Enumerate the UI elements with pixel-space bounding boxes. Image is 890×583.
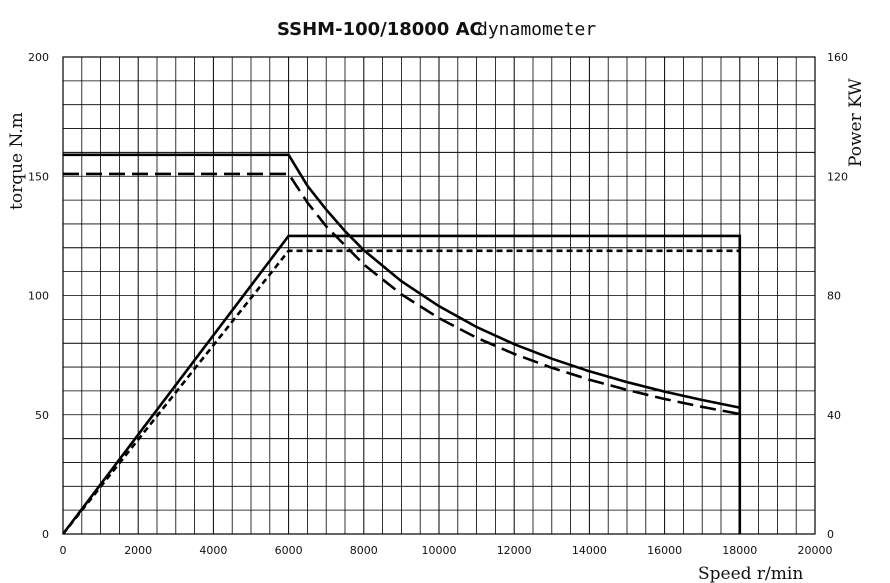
series-line-4: [61, 249, 740, 535]
x-tick-label: 10000: [422, 544, 457, 557]
x-tick-label: 20000: [798, 544, 833, 557]
x-tick-label: 6000: [275, 544, 303, 557]
y-left-tick-label: 0: [42, 528, 49, 541]
x-tick-label: 14000: [572, 544, 607, 557]
y-left-axis-ticks: 0 50 100 150 200: [28, 51, 49, 541]
x-axis-ticks: 0 2000 4000 6000 8000 10000 12000 14000 16000 180…: [60, 544, 833, 557]
y-left-tick-label: 100: [28, 290, 49, 303]
y-left-tick-label: 50: [35, 409, 49, 422]
x-axis-label: Speed r/min: [698, 564, 803, 583]
grid-major: [63, 57, 815, 534]
y-right-axis-ticks: 0 40 80 120 160: [827, 51, 848, 541]
y-left-tick-label: 200: [28, 51, 49, 64]
x-tick-label: 8000: [350, 544, 378, 557]
y-right-tick-label: 120: [827, 170, 848, 183]
series-group: [61, 153, 742, 535]
grid-minor: [63, 57, 815, 534]
y-left-axis-label: torque N.m: [7, 112, 27, 210]
x-tick-label: 2000: [124, 544, 152, 557]
series-line-3: [61, 234, 742, 535]
y-right-axis-label: Power KW: [846, 78, 866, 167]
x-tick-label: 18000: [722, 544, 757, 557]
x-tick-label: 12000: [497, 544, 532, 557]
series-line-2: [63, 172, 741, 416]
chart-title: SSHM-100/18000 AC: [277, 19, 483, 40]
y-left-tick-label: 150: [28, 170, 49, 183]
y-right-tick-label: 80: [827, 290, 841, 303]
x-tick-label: 4000: [199, 544, 227, 557]
series-line-1: [63, 153, 741, 409]
chart-subtitle: dynamometer: [477, 19, 596, 40]
x-tick-label: 0: [60, 544, 67, 557]
plot-frame: [62, 56, 816, 535]
x-tick-label: 16000: [647, 544, 682, 557]
y-right-tick-label: 0: [827, 528, 834, 541]
y-right-tick-label: 160: [827, 51, 848, 64]
y-right-tick-label: 40: [827, 409, 841, 422]
